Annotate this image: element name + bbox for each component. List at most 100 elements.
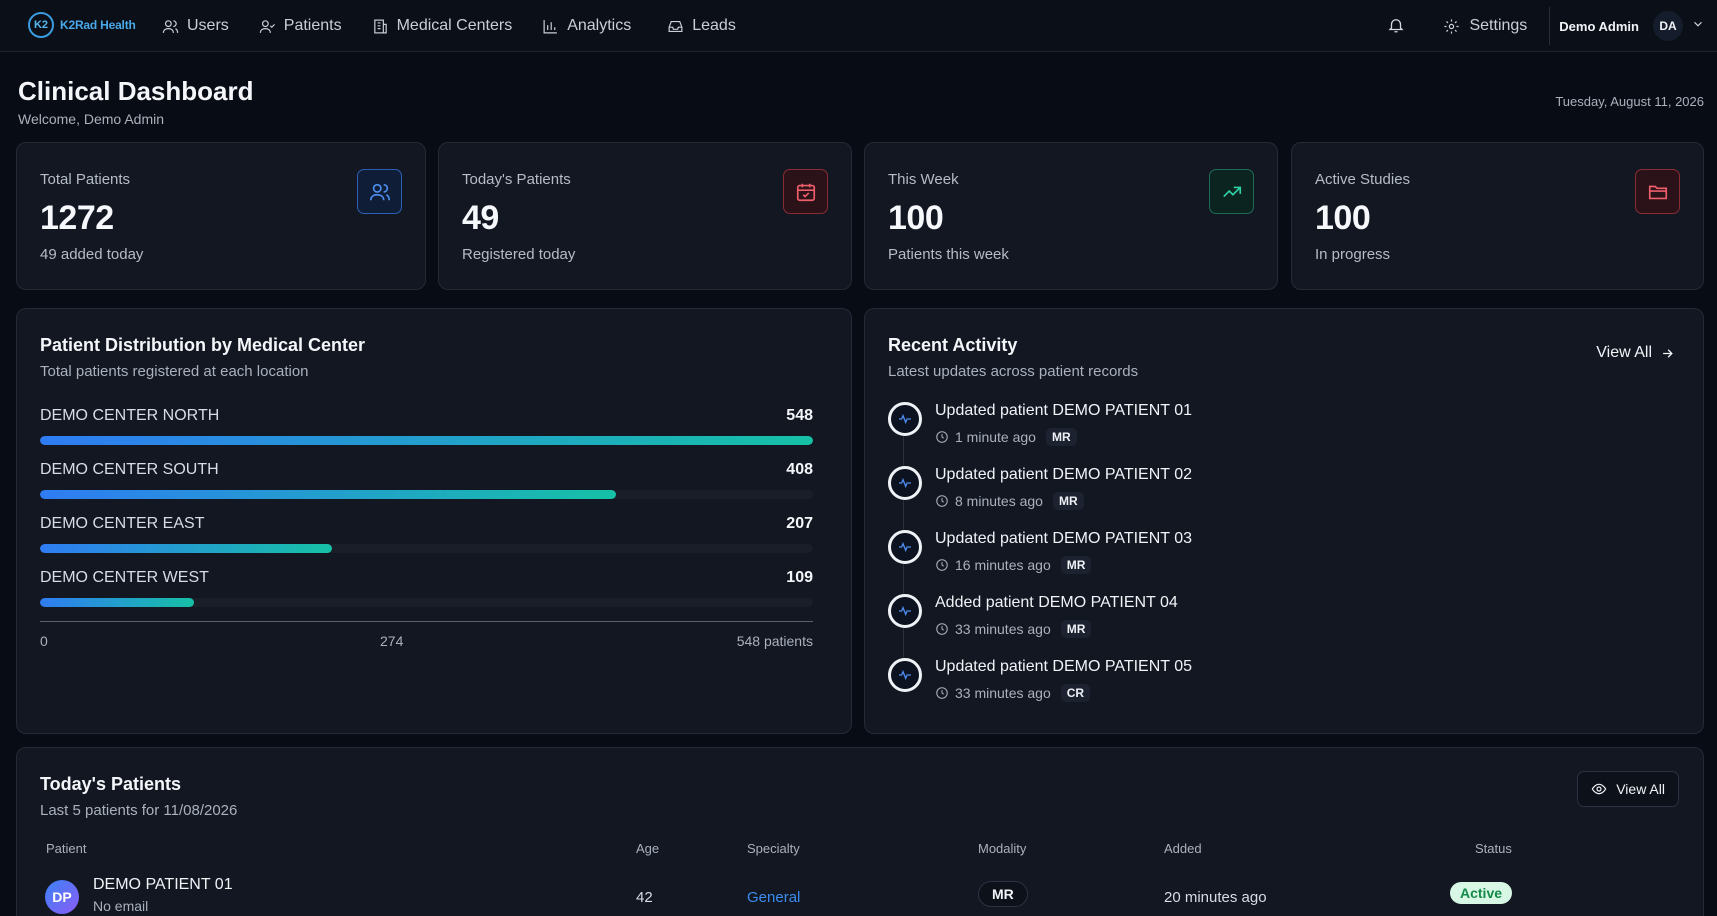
stat-value: 49 bbox=[462, 199, 499, 237]
axis-tick-label: 548 patients bbox=[736, 633, 813, 649]
nav-analytics[interactable]: Analytics bbox=[542, 17, 631, 35]
stat-label: This Week bbox=[888, 171, 959, 188]
activity-time: 33 minutes ago bbox=[955, 685, 1051, 701]
todays-patients-panel: Today's Patients Last 5 patients for 11/… bbox=[16, 747, 1704, 916]
app-logo[interactable]: K2 K2Rad Health bbox=[28, 12, 136, 38]
bar bbox=[40, 544, 332, 553]
main-nav: Users Patients Medical Centers Analytics… bbox=[162, 0, 766, 52]
axis-line bbox=[40, 621, 813, 622]
bar-category-label: DEMO CENTER WEST bbox=[40, 569, 209, 586]
folder-icon bbox=[1635, 169, 1680, 214]
bar-value-label: 207 bbox=[786, 515, 813, 532]
modality-tag: CR bbox=[1060, 684, 1091, 702]
bar-category-label: DEMO CENTER SOUTH bbox=[40, 461, 219, 478]
activity-icon bbox=[888, 530, 922, 564]
stat-card-todays-patients: Today's Patients 49 Registered today bbox=[438, 142, 852, 290]
user-name[interactable]: Demo Admin bbox=[1559, 18, 1639, 34]
column-header-modality[interactable]: Modality bbox=[978, 841, 1027, 856]
axis-tick-label: 0 bbox=[40, 633, 48, 649]
nav-leads[interactable]: Leads bbox=[667, 17, 736, 35]
column-header-status[interactable]: Status bbox=[1475, 841, 1512, 856]
activity-item[interactable]: Updated patient DEMO PATIENT 02 8 minutes… bbox=[888, 466, 1588, 522]
bar-value-label: 109 bbox=[786, 569, 813, 586]
bar-category-label: DEMO CENTER NORTH bbox=[40, 407, 220, 424]
avatar[interactable]: DA bbox=[1653, 11, 1683, 41]
patient-age: 42 bbox=[636, 889, 653, 906]
panel-title: Today's Patients bbox=[40, 774, 181, 794]
nav-users[interactable]: Users bbox=[162, 17, 229, 35]
nav-medical-centers[interactable]: Medical Centers bbox=[372, 17, 513, 35]
bar-chart-icon bbox=[543, 19, 558, 33]
calendar-icon bbox=[783, 169, 828, 214]
bar-track bbox=[40, 598, 813, 607]
logo-mark: K2 bbox=[28, 12, 54, 38]
welcome-text: Welcome, Demo Admin bbox=[18, 111, 165, 127]
stat-subtext: In progress bbox=[1315, 246, 1391, 263]
stat-card-this-week: This Week 100 Patients this week bbox=[864, 142, 1278, 290]
settings-button[interactable]: Settings bbox=[1443, 17, 1527, 35]
top-navigation-bar: K2 K2Rad Health Users Patients Medical C… bbox=[0, 0, 1717, 52]
panel-subtitle: Last 5 patients for 11/08/2026 bbox=[40, 802, 238, 819]
nav-patients[interactable]: Patients bbox=[259, 17, 342, 35]
clock-icon bbox=[936, 687, 948, 699]
modality-tag: MR bbox=[1052, 492, 1084, 510]
clock-icon bbox=[936, 431, 948, 443]
logo-text: K2Rad Health bbox=[60, 18, 136, 32]
column-header-added[interactable]: Added bbox=[1164, 841, 1202, 856]
inbox-icon bbox=[668, 20, 683, 32]
settings-label: Settings bbox=[1469, 17, 1528, 34]
view-all-label: View All bbox=[1616, 781, 1665, 797]
activity-meta: 33 minutes ago CR bbox=[935, 684, 1091, 702]
activity-icon bbox=[888, 466, 922, 500]
activity-meta: 16 minutes ago MR bbox=[935, 556, 1092, 574]
activity-time: 1 minute ago bbox=[955, 429, 1036, 445]
bar bbox=[40, 490, 616, 499]
activity-time: 33 minutes ago bbox=[955, 621, 1051, 637]
stat-subtext: 49 added today bbox=[40, 246, 144, 263]
view-all-activity-link[interactable]: View All bbox=[1596, 344, 1675, 362]
activity-meta: 1 minute ago MR bbox=[935, 428, 1077, 446]
modality-tag: MR bbox=[1060, 556, 1092, 574]
current-date: Tuesday, August 11, 2026 bbox=[1555, 94, 1704, 109]
bar bbox=[40, 436, 813, 445]
clock-icon bbox=[936, 559, 948, 571]
clock-icon bbox=[936, 495, 948, 507]
activity-item[interactable]: Updated patient DEMO PATIENT 05 33 minute… bbox=[888, 658, 1588, 714]
bar-value-label: 408 bbox=[786, 461, 813, 478]
stat-card-total-patients: Total Patients 1272 49 added today bbox=[16, 142, 426, 290]
patient-email: No email bbox=[93, 898, 149, 914]
activity-icon bbox=[888, 594, 922, 628]
column-header-patient[interactable]: Patient bbox=[46, 841, 87, 856]
table-row[interactable]: DP DEMO PATIENT 01 No email 42 General M… bbox=[17, 872, 1703, 916]
activity-item[interactable]: Updated patient DEMO PATIENT 03 16 minute… bbox=[888, 530, 1588, 586]
axis-tick-label: 274 bbox=[380, 633, 404, 649]
activity-item[interactable]: Updated patient DEMO PATIENT 01 1 minute … bbox=[888, 402, 1588, 458]
stat-label: Total Patients bbox=[40, 171, 131, 188]
users-icon bbox=[162, 19, 179, 33]
panel-title: Recent Activity bbox=[888, 335, 1018, 355]
stat-value: 100 bbox=[1315, 199, 1371, 237]
column-header-specialty[interactable]: Specialty bbox=[747, 841, 800, 856]
trending-up-icon bbox=[1209, 169, 1254, 214]
activity-icon bbox=[888, 402, 922, 436]
chevron-down-icon bbox=[1694, 21, 1702, 27]
panel-subtitle: Latest updates across patient records bbox=[888, 363, 1139, 380]
nav-medical-centers-label: Medical Centers bbox=[396, 17, 513, 34]
stat-value: 100 bbox=[888, 199, 944, 237]
activity-meta: 33 minutes ago MR bbox=[935, 620, 1092, 638]
view-all-patients-button[interactable]: View All bbox=[1577, 771, 1679, 807]
activity-item[interactable]: Added patient DEMO PATIENT 04 33 minutes … bbox=[888, 594, 1588, 650]
patient-name[interactable]: DEMO PATIENT 01 bbox=[93, 876, 233, 893]
notifications-button[interactable] bbox=[1387, 16, 1407, 36]
bar-track bbox=[40, 436, 813, 445]
panel-title: Patient Distribution by Medical Center bbox=[40, 335, 366, 355]
patient-specialty-link[interactable]: General bbox=[747, 889, 801, 906]
page-title: Clinical Dashboard bbox=[18, 76, 254, 106]
user-menu-toggle[interactable] bbox=[1691, 17, 1705, 36]
column-header-age[interactable]: Age bbox=[636, 841, 660, 856]
bar-track bbox=[40, 544, 813, 553]
modality-tag: MR bbox=[1045, 428, 1077, 446]
users-icon bbox=[357, 169, 402, 214]
nav-leads-label: Leads bbox=[692, 17, 736, 34]
panel-subtitle: Total patients registered at each locati… bbox=[40, 363, 309, 380]
